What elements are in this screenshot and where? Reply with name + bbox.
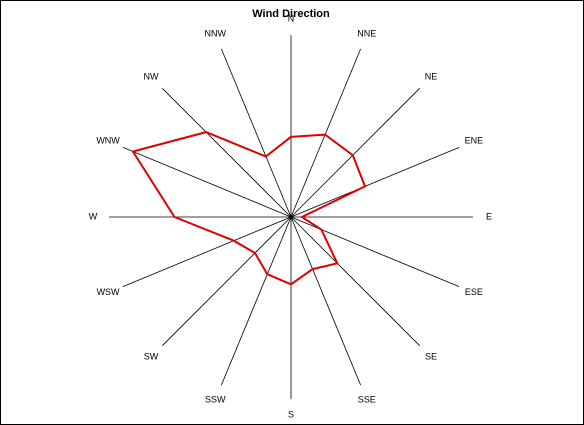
- axis-label: N: [288, 13, 295, 23]
- axis-label: SW: [144, 351, 159, 361]
- axis-line: [162, 88, 292, 218]
- axis-label: E: [486, 211, 492, 221]
- axis-line: [220, 216, 292, 386]
- axis-line: [290, 48, 362, 218]
- axis-label: WNW: [96, 136, 120, 146]
- axis-label: NW: [143, 71, 158, 81]
- axis-label: W: [89, 211, 98, 221]
- axis-label: NNW: [204, 28, 226, 38]
- axis-label: WSW: [97, 287, 120, 297]
- axis-label: SSW: [205, 394, 226, 404]
- axis-label: NE: [425, 71, 438, 81]
- axis-label: SSE: [358, 394, 376, 404]
- axis-line: [290, 146, 460, 218]
- axis-line: [290, 216, 362, 386]
- axis-line: [122, 146, 292, 218]
- axis-line: [122, 216, 292, 288]
- axis-line: [290, 216, 420, 346]
- axis-label: ENE: [465, 136, 484, 146]
- chart-title: Wind Direction: [252, 8, 330, 20]
- axis-line: [220, 48, 292, 218]
- axis-line: [290, 88, 420, 218]
- axis-line: [162, 216, 292, 346]
- data-line: [131, 131, 367, 286]
- axis-label: NNE: [357, 28, 376, 38]
- axis-label: S: [288, 409, 294, 419]
- axis-label: SE: [425, 351, 437, 361]
- axis-label: ESE: [465, 287, 483, 297]
